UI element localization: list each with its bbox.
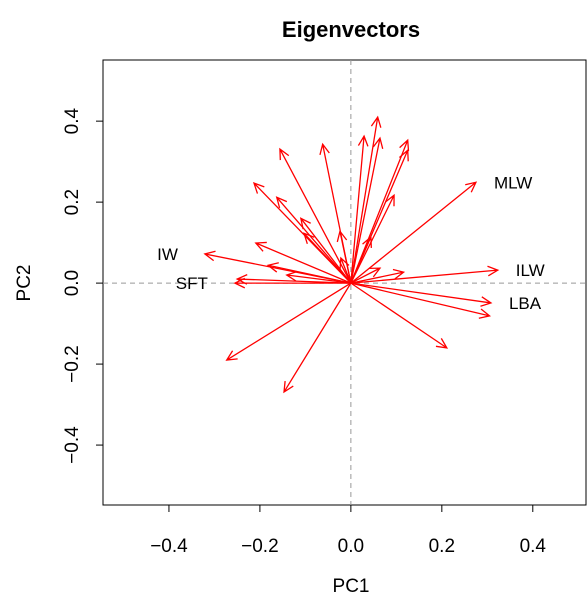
x-axis-label: PC1: [333, 576, 370, 597]
plot-frame: [102, 59, 587, 506]
arrow: [350, 267, 382, 284]
vector-label: ILW: [516, 261, 545, 280]
arrow: [350, 136, 384, 284]
vector-label: IW: [157, 245, 178, 264]
x-tick-label: 0.0: [338, 536, 364, 557]
arrow: [350, 282, 449, 349]
arrow: [285, 270, 351, 284]
arrow: [339, 256, 352, 284]
vector-label: MLW: [494, 173, 532, 192]
x-tick-label: −0.2: [241, 536, 279, 557]
x-tick-label: 0.4: [520, 536, 547, 557]
arrow: [299, 217, 352, 284]
y-axis-label: PC2: [14, 265, 35, 302]
y-tick-label: 0.0: [62, 270, 83, 296]
arrow: [350, 138, 410, 284]
vector-label: SFT: [176, 274, 208, 293]
arrow: [350, 134, 369, 284]
arrow: [350, 181, 478, 284]
arrow: [350, 115, 382, 284]
y-tick-label: −0.2: [62, 345, 83, 383]
arrow: [350, 265, 500, 284]
arrow: [336, 229, 352, 284]
x-tick-label: 0.2: [429, 536, 455, 557]
vector-label: LBA: [509, 294, 542, 313]
arrow: [283, 282, 352, 394]
arrow: [302, 232, 352, 284]
chart-title: Eigenvectors: [282, 17, 420, 42]
arrow: [350, 193, 395, 284]
arrow: [350, 268, 406, 284]
arrow: [350, 282, 492, 319]
arrow: [225, 282, 352, 361]
arrow: [266, 262, 352, 284]
arrow: [235, 274, 351, 285]
x-tick-label: −0.4: [150, 536, 188, 557]
arrow: [233, 277, 351, 289]
y-tick-label: 0.4: [62, 108, 83, 135]
y-tick-label: −0.4: [62, 426, 83, 464]
arrow: [350, 282, 493, 307]
arrow: [254, 241, 352, 284]
arrow: [275, 196, 352, 284]
y-tick-label: 0.2: [62, 189, 83, 215]
arrow: [279, 147, 352, 284]
